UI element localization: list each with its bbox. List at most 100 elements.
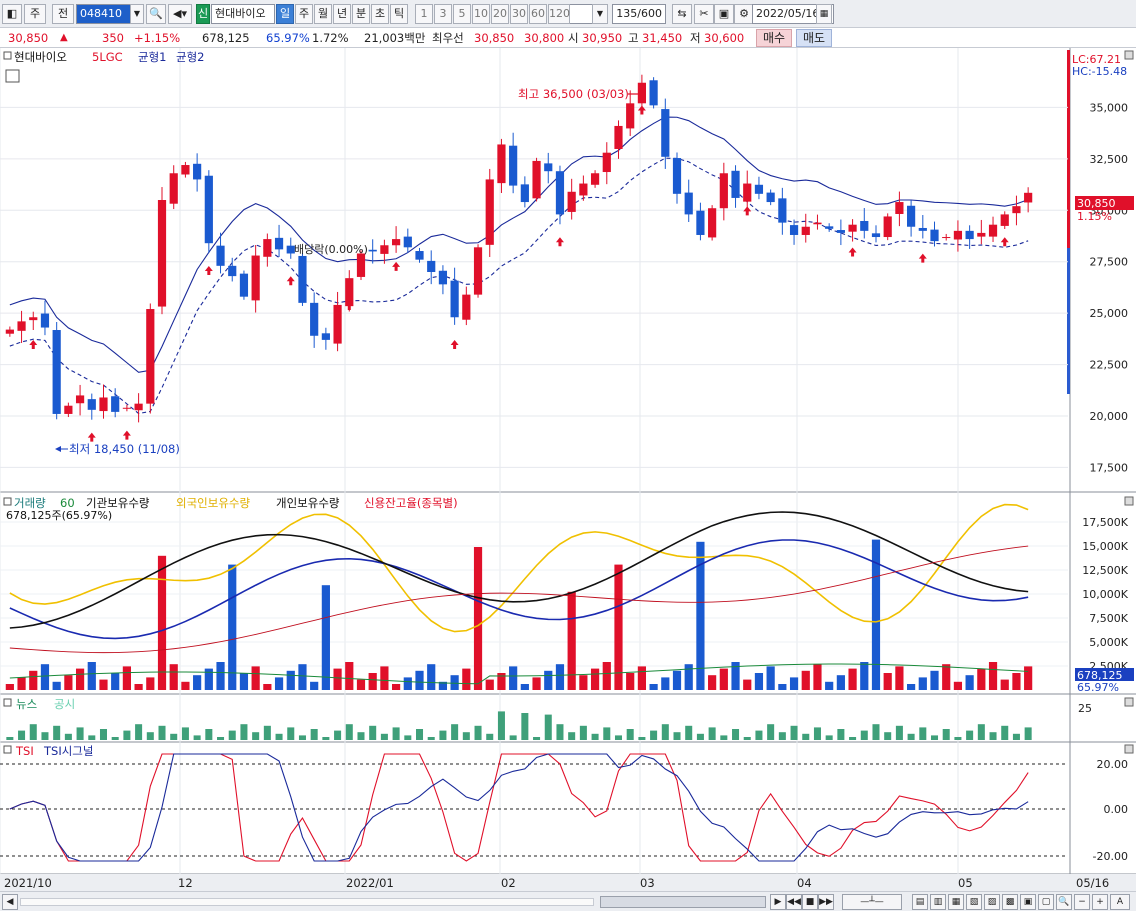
- stock-code-input[interactable]: 048410: [76, 4, 144, 24]
- period-tab-5[interactable]: 초: [371, 4, 389, 24]
- interval-button-120[interactable]: 120: [548, 4, 570, 24]
- x-tick-label: 05: [958, 876, 973, 890]
- code-dropdown-icon[interactable]: ▼: [130, 4, 144, 24]
- volume-bar: [637, 666, 646, 690]
- candle-body: [298, 255, 307, 303]
- volume-bar: [1012, 673, 1021, 690]
- window-icon[interactable]: ◧: [2, 4, 22, 24]
- layout-icon-1[interactable]: ▤: [912, 894, 928, 910]
- close-price-panel-icon[interactable]: [1124, 50, 1134, 60]
- search-icon[interactable]: 🔍: [146, 4, 166, 24]
- period-tab-1[interactable]: 주: [295, 4, 313, 24]
- layout-icon-4[interactable]: ▧: [966, 894, 982, 910]
- last-price-tag: [1075, 196, 1134, 210]
- news-bar: [884, 732, 892, 740]
- interval-button-30[interactable]: 30: [510, 4, 528, 24]
- candle-body: [532, 160, 541, 199]
- gear-icon[interactable]: ⚙: [734, 4, 754, 24]
- speaker-icon[interactable]: ◀▾: [168, 4, 192, 24]
- font-size-icon[interactable]: A: [1110, 894, 1130, 910]
- volume-bar: [930, 670, 939, 690]
- candle-body: [883, 216, 892, 238]
- period-tab-4[interactable]: 분: [352, 4, 370, 24]
- candle-body: [356, 253, 366, 277]
- date-input[interactable]: 2022/05/16: [752, 4, 834, 24]
- stop-icon[interactable]: ■: [802, 894, 818, 910]
- volume-bar: [403, 677, 412, 690]
- volume-bar: [555, 664, 565, 690]
- buy-signal-arrow: [555, 237, 564, 247]
- volume-bar: [438, 681, 448, 690]
- layout-icon-2[interactable]: ▥: [930, 894, 946, 910]
- interval-button-20[interactable]: 20: [491, 4, 509, 24]
- crosshair-icon[interactable]: ✂: [694, 4, 714, 24]
- interval-dropdown-icon[interactable]: ▼: [592, 4, 608, 24]
- volume-bar: [883, 673, 892, 690]
- volume-bar: [310, 681, 319, 690]
- interval-button-5[interactable]: 5: [453, 4, 471, 24]
- period-tab-3[interactable]: 년: [333, 4, 351, 24]
- volume-bar: [380, 666, 389, 690]
- buy-signal-arrow: [450, 340, 459, 350]
- volume-ytick: 12,500K: [1082, 564, 1128, 577]
- volume-bar: [953, 681, 963, 690]
- interval-button-10[interactable]: 10: [472, 4, 490, 24]
- candle-body: [672, 158, 682, 194]
- layout-icon-6[interactable]: ▩: [1002, 894, 1018, 910]
- close-tsi-panel-icon[interactable]: [1124, 744, 1134, 754]
- current-price: 30,850: [8, 31, 49, 45]
- tab-main[interactable]: 주: [24, 4, 46, 24]
- volume-bar: [544, 670, 553, 690]
- layout-icon-3[interactable]: ▦: [948, 894, 964, 910]
- compare-icon[interactable]: ⇆: [672, 4, 692, 24]
- close-news-panel-icon[interactable]: [1124, 697, 1134, 707]
- buy-button[interactable]: 매수: [756, 29, 792, 47]
- candle-body: [544, 163, 553, 172]
- volume-bar: [661, 677, 670, 690]
- buy-signal-arrow: [1000, 237, 1009, 247]
- save-icon[interactable]: ▣: [714, 4, 734, 24]
- scroll-thumb[interactable]: [600, 896, 766, 908]
- period-tab-6[interactable]: 틱: [390, 4, 408, 24]
- layout-icon-8[interactable]: ▢: [1038, 894, 1054, 910]
- close-volume-panel-icon[interactable]: [1124, 496, 1134, 506]
- layout-icon-7[interactable]: ▣: [1020, 894, 1036, 910]
- news-bar: [1012, 733, 1020, 740]
- candle-body: [345, 278, 354, 307]
- news-bar: [907, 733, 915, 740]
- x-tick-label: 02: [501, 876, 516, 890]
- low-label: 저: [690, 31, 701, 45]
- sell-button[interactable]: 매도: [796, 29, 832, 47]
- period-tab-2[interactable]: 월: [314, 4, 332, 24]
- tab-prev[interactable]: 전: [52, 4, 74, 24]
- volume-bar: [567, 591, 576, 690]
- news-bar: [369, 725, 377, 740]
- zoom-slider[interactable]: —┴—: [842, 894, 902, 910]
- interval-button-1[interactable]: 1: [415, 4, 433, 24]
- plus-icon[interactable]: +: [1092, 894, 1108, 910]
- period-tab-0[interactable]: 일: [276, 4, 294, 24]
- stock-chart[interactable]: 17,50020,00022,50025,00027,50030,00032,5…: [0, 48, 1136, 891]
- calendar-icon[interactable]: ▦: [816, 4, 832, 24]
- scroll-right-icon[interactable]: ▶: [770, 894, 786, 910]
- volume-bar: [579, 675, 588, 690]
- interval-button-60[interactable]: 60: [529, 4, 547, 24]
- scroll-track[interactable]: [20, 898, 594, 906]
- new-badge: 신: [196, 4, 210, 24]
- price-ytick: 32,500: [1090, 153, 1129, 166]
- scroll-left-end-icon[interactable]: ◀: [2, 894, 18, 910]
- candle-body: [485, 179, 494, 245]
- news-bar: [977, 724, 985, 740]
- candle-body: [708, 208, 717, 238]
- volume-bar: [731, 662, 740, 690]
- grid-toggle-icon[interactable]: [5, 69, 20, 83]
- candle-body: [40, 313, 50, 328]
- layout-icon-5[interactable]: ▨: [984, 894, 1000, 910]
- play-back-icon[interactable]: ◀◀: [786, 894, 802, 910]
- count-input[interactable]: 135/600: [612, 4, 666, 24]
- minus-icon[interactable]: −: [1074, 894, 1090, 910]
- volume-bar: [87, 662, 96, 690]
- interval-button-3[interactable]: 3: [434, 4, 452, 24]
- play-forward-icon[interactable]: ▶▶: [818, 894, 834, 910]
- zoom-out-icon[interactable]: 🔍: [1056, 894, 1072, 910]
